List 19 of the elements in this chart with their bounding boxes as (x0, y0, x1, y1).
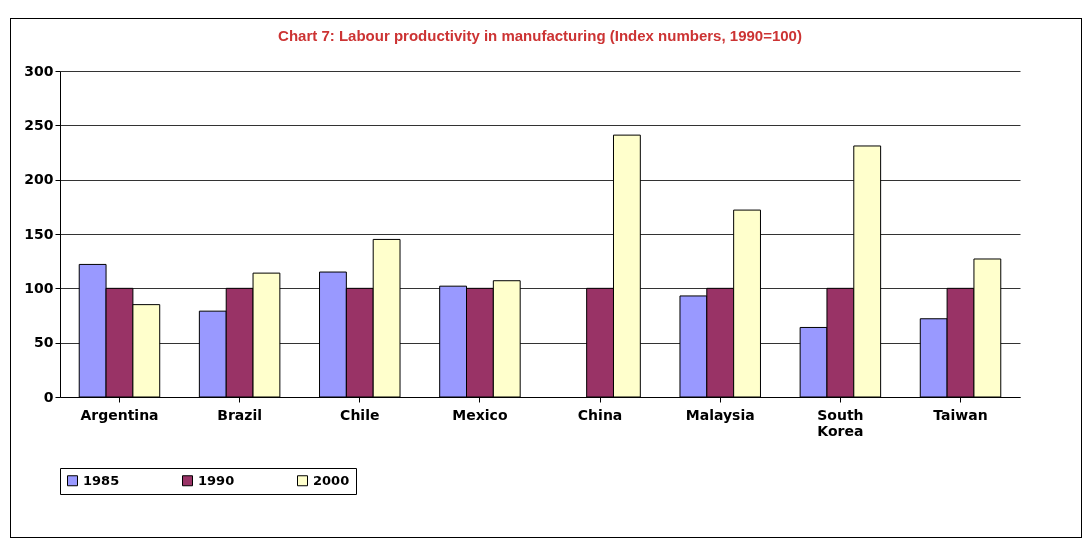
x-tick-label: Malaysia (685, 406, 755, 423)
legend-label: 1990 (198, 472, 235, 488)
y-tick-label: 250 (24, 116, 54, 133)
x-tick-label: Taiwan (933, 406, 988, 423)
x-tick-label: South Korea (817, 406, 864, 439)
y-tick-label: 0 (43, 388, 54, 405)
x-tick-label: Mexico (452, 406, 508, 423)
y-tick-label: 100 (24, 279, 54, 296)
y-tick-label: 50 (34, 334, 54, 351)
x-tick-label: China (577, 406, 623, 423)
legend-label: 2000 (313, 472, 350, 488)
y-tick-label: 150 (24, 225, 54, 242)
x-tick-label: Brazil (217, 406, 263, 423)
legend-label: 1985 (83, 472, 120, 488)
x-tick-label: Argentina (80, 406, 159, 423)
y-tick-label: 200 (24, 171, 54, 188)
y-tick-label: 300 (24, 62, 54, 79)
x-tick-label: Chile (340, 406, 380, 423)
chart-title: Chart 7: Labour productivity in manufacturing (Index numbers, 1990=100) (278, 27, 802, 44)
